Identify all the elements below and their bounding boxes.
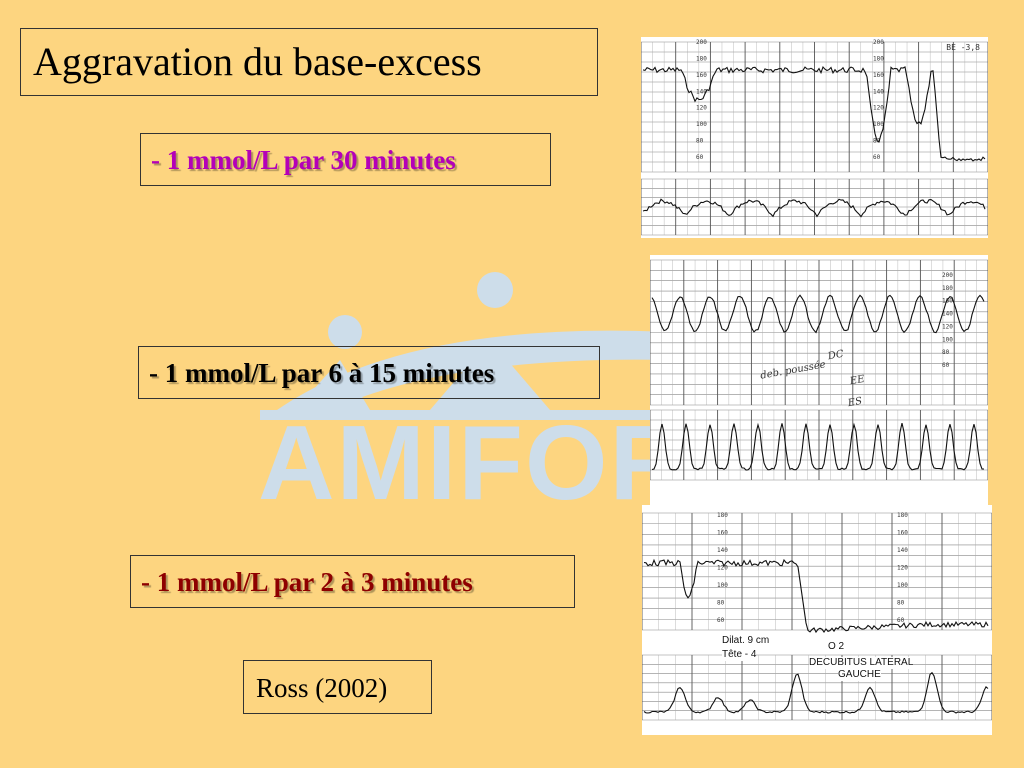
logo-figures-icon [260,272,670,420]
fhr-axis-label: 100 [696,121,707,128]
fhr-axis-label: 100 [897,582,908,589]
watermark-text: AMIFOR [258,404,689,522]
reference-citation: Ross (2002) [243,660,432,714]
ctg-tracing-3: 180 160 140 120 100 80 60 180 160 140 120 100 80 60 D… [642,505,992,735]
fhr-axis-label: 180 [696,55,707,62]
fhr-axis-label: 140 [942,311,953,318]
fhr-axis-label: 180 [873,55,884,62]
fhr-axis-label: 140 [897,547,908,554]
ctg-tracing-1: 200 180 160 140 120 100 80 60 200 180 160 140 120 100… [641,37,988,238]
fhr-axis-label: 180 [897,512,908,519]
ctg-tracing-3-graph: 180 160 140 120 100 80 60 180 160 140 120 100 80 60 [642,512,992,721]
ctg-tracing-1-graph: 200 180 160 140 120 100 80 60 200 180 160 140 120 100… [641,39,988,236]
fhr-axis-label: 60 [717,617,725,624]
fhr-axis-label: 100 [873,121,884,128]
fhr-axis-label: 200 [942,272,953,279]
fhr-axis-label: 80 [942,349,950,356]
amifor-watermark-logo: AMIFOR [250,260,686,520]
fhr-axis-label: 100 [942,336,953,343]
head-station-note: Tête - 4 [722,649,757,661]
uterine-activity-trace [643,671,989,714]
fhr-axis-label: 160 [873,72,884,79]
fhr-trace [651,294,985,334]
fhr-axis-label: 160 [696,72,707,79]
fhr-axis-label: 120 [873,105,884,112]
fhr-axis-label: 120 [897,565,908,572]
fhr-axis-label: 180 [942,285,953,292]
slide-title: Aggravation du base-excess [20,28,598,96]
fhr-axis-label: 60 [873,154,881,161]
fhr-axis-label: 60 [897,617,905,624]
fhr-axis-label: 60 [942,362,950,369]
fhr-axis-label: 200 [696,39,707,46]
fhr-trace [642,65,986,162]
fhr-trace [643,558,989,634]
uterine-activity-trace [642,198,986,218]
fhr-axis-label: 60 [696,154,704,161]
fhr-axis-label: 140 [873,88,884,95]
fhr-axis-label: 160 [717,530,728,537]
corner-note: BE -3,8 [946,43,980,52]
fhr-axis-label: 160 [942,298,953,305]
fhr-axis-label: 120 [717,565,728,572]
position-note-1: DECUBITUS LATERAL [809,657,914,669]
rate-box-2-3-minutes: - 1 mmol/L par 2 à 3 minutes [130,555,575,608]
uterine-activity-trace [651,422,984,471]
position-note-2: GAUCHE [838,669,881,681]
fhr-axis-label: 120 [942,323,953,330]
fhr-axis-label: 200 [873,39,884,46]
fhr-axis-label: 80 [897,600,905,607]
fhr-axis-label: 100 [717,582,728,589]
dilatation-note: Dilat. 9 cm [722,635,770,647]
rate-box-6-15-minutes: - 1 mmol/L par 6 à 15 minutes [138,346,600,399]
ctg-tracing-2-graph: 200 180 160 140 120 100 80 60 [650,259,988,481]
fhr-axis-label: 160 [897,530,908,537]
oxygen-note: O 2 [828,641,845,653]
fhr-axis-label: 140 [696,88,707,95]
fhr-axis-label: 140 [717,547,728,554]
fhr-axis-label: 120 [696,105,707,112]
fhr-axis-label: 180 [717,512,728,519]
ctg-tracing-2: 200 180 160 140 120 100 80 60 deb. poussée DC E… [650,255,988,505]
fhr-axis-label: 80 [717,600,725,607]
rate-box-30-minutes: - 1 mmol/L par 30 minutes [140,133,551,186]
fhr-axis-label: 80 [696,138,704,145]
